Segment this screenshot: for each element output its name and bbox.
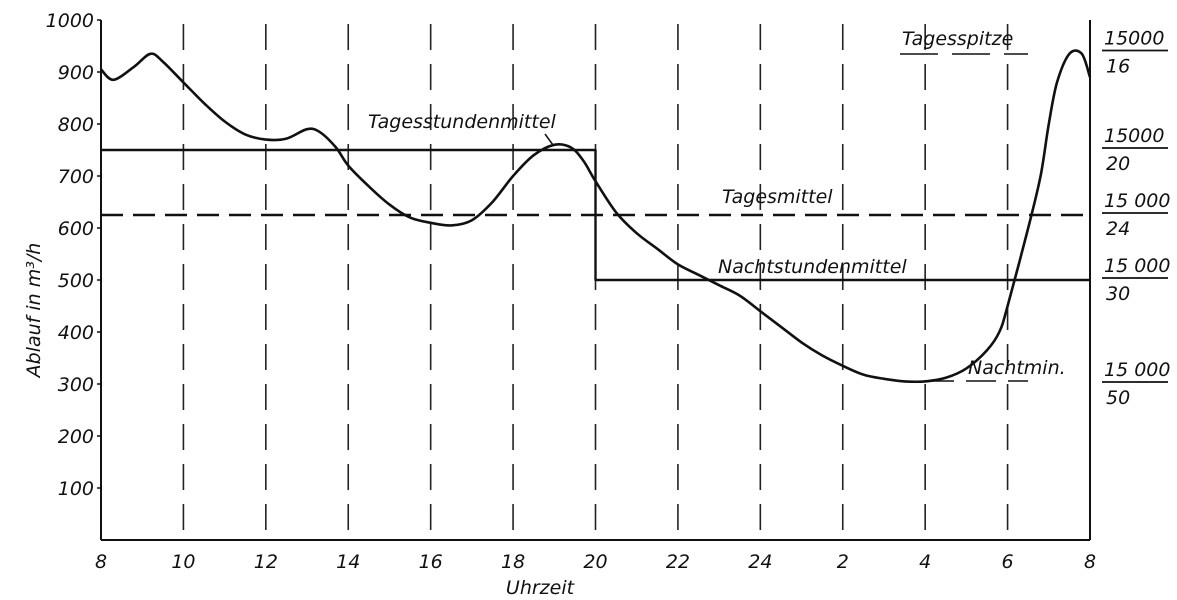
- y-axis-title: Ablauf in m³/h: [23, 243, 45, 380]
- annotation-tagesmittel: Tagesmittel: [722, 186, 833, 208]
- x-tick-label: 6: [1002, 551, 1014, 573]
- y-tick-label: 300: [58, 374, 94, 396]
- y-tick-label: 200: [58, 426, 94, 448]
- right-ratio-labels: 15000 16 15000 20 15 000 24 15 000 30 15 000 50: [1102, 28, 1170, 410]
- ratio-numerator: 15 000: [1104, 255, 1170, 277]
- x-tick-label: 4: [919, 551, 931, 573]
- grid-layer: [183, 24, 1007, 540]
- ratio-denominator: 50: [1106, 387, 1130, 409]
- annotation-tagesstundenmittel: Tagesstundenmittel: [368, 111, 557, 133]
- x-tick-label: 16: [419, 551, 443, 573]
- x-tick-label: 22: [666, 551, 690, 573]
- x-tick-label: 12: [254, 551, 278, 573]
- annotation-tagesstundenmittel-leader: [545, 134, 553, 145]
- series-layer: [101, 51, 1090, 382]
- ratio-denominator: 30: [1106, 283, 1130, 305]
- y-tick-label: 500: [58, 270, 94, 292]
- annotation-nachtmin: Nachtmin.: [968, 357, 1066, 379]
- x-tick-label: 8: [95, 551, 107, 573]
- x-tick-label: 10: [171, 551, 195, 573]
- ratio-numerator: 15000: [1104, 125, 1164, 147]
- ratio-denominator: 16: [1106, 56, 1130, 78]
- y-tick-label: 400: [58, 322, 94, 344]
- x-tick-label: 2: [837, 551, 849, 573]
- annotation-nachtstundenmittel: Nachtstundenmittel: [718, 256, 907, 278]
- y-tick-label: 1000: [46, 10, 94, 32]
- x-tick-label: 24: [748, 551, 772, 573]
- ratio-denominator: 20: [1106, 153, 1130, 175]
- ratio-numerator: 15 000: [1104, 190, 1170, 212]
- y-tick-label: 600: [58, 218, 94, 240]
- annotation-tagesspitze: Tagesspitze: [902, 28, 1013, 50]
- x-tick-label: 20: [583, 551, 607, 573]
- ratio-denominator: 24: [1106, 218, 1130, 240]
- y-tick-label: 700: [58, 166, 94, 188]
- y-tick-label: 100: [58, 478, 94, 500]
- y-tick-label: 800: [58, 114, 94, 136]
- x-axis-title: Uhrzeit: [506, 577, 576, 599]
- tick-labels: 8 10 12 14 16 18 20 22 24 2 4 6 81002003004005006007…: [46, 10, 1096, 573]
- x-tick-label: 14: [336, 551, 360, 573]
- ratio-numerator: 15 000: [1104, 359, 1170, 381]
- y-tick-label: 900: [58, 62, 94, 84]
- x-tick-label: 8: [1084, 551, 1096, 573]
- x-tick-label: 18: [501, 551, 525, 573]
- ratio-numerator: 15000: [1104, 28, 1164, 50]
